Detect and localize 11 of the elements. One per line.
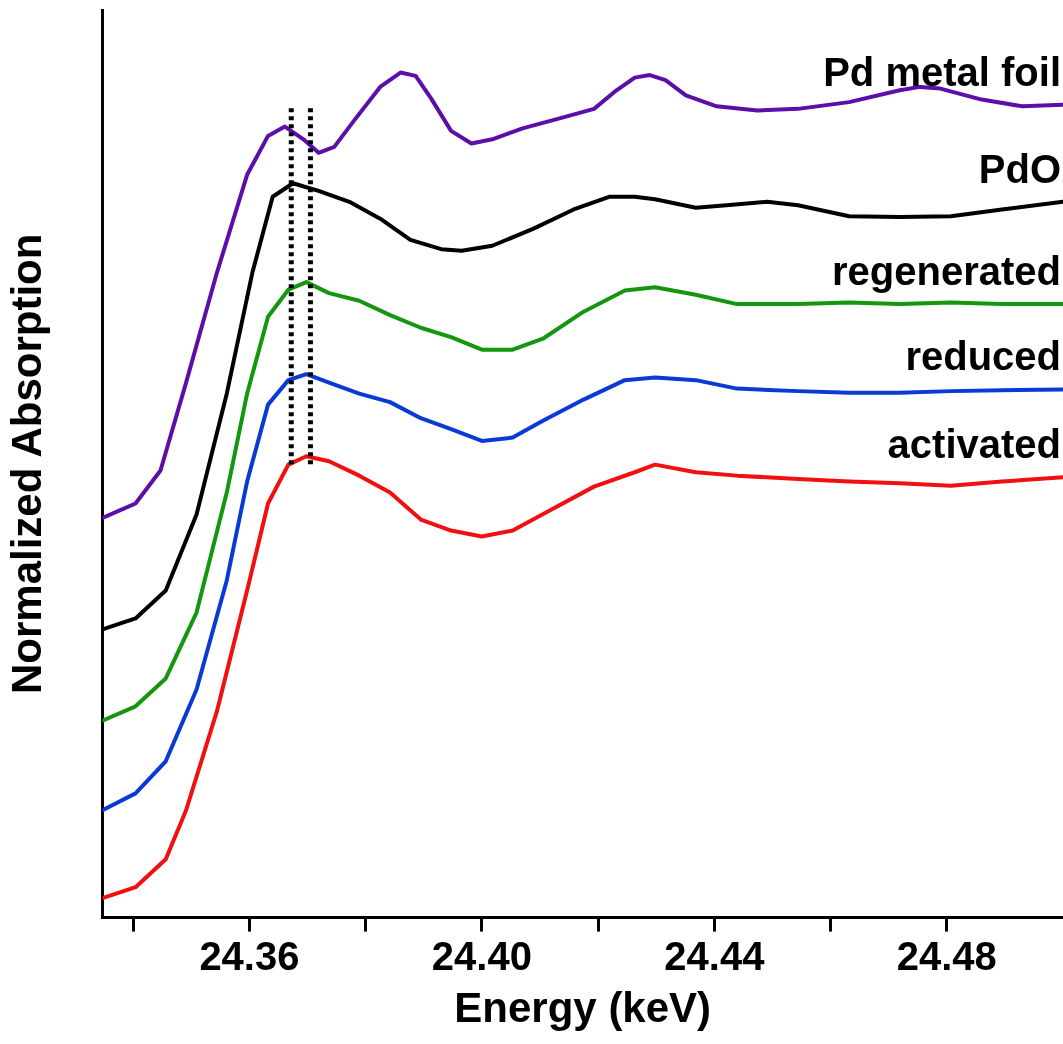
x-axis-title: Energy (keV) — [454, 984, 712, 1032]
x-tick-label: 24.40 — [431, 933, 532, 978]
y-axis-title: Normalized Absorption — [2, 233, 50, 695]
series-label: activated — [887, 422, 1061, 467]
series-label: PdO — [978, 146, 1061, 191]
x-tick-label: 24.48 — [896, 933, 997, 978]
series-label: regenerated — [832, 249, 1061, 294]
x-tick-label: 24.44 — [664, 933, 766, 978]
x-tick-label: 24.36 — [199, 933, 300, 978]
series-label: Pd metal foil — [823, 49, 1061, 94]
series-label: reduced — [905, 334, 1061, 379]
